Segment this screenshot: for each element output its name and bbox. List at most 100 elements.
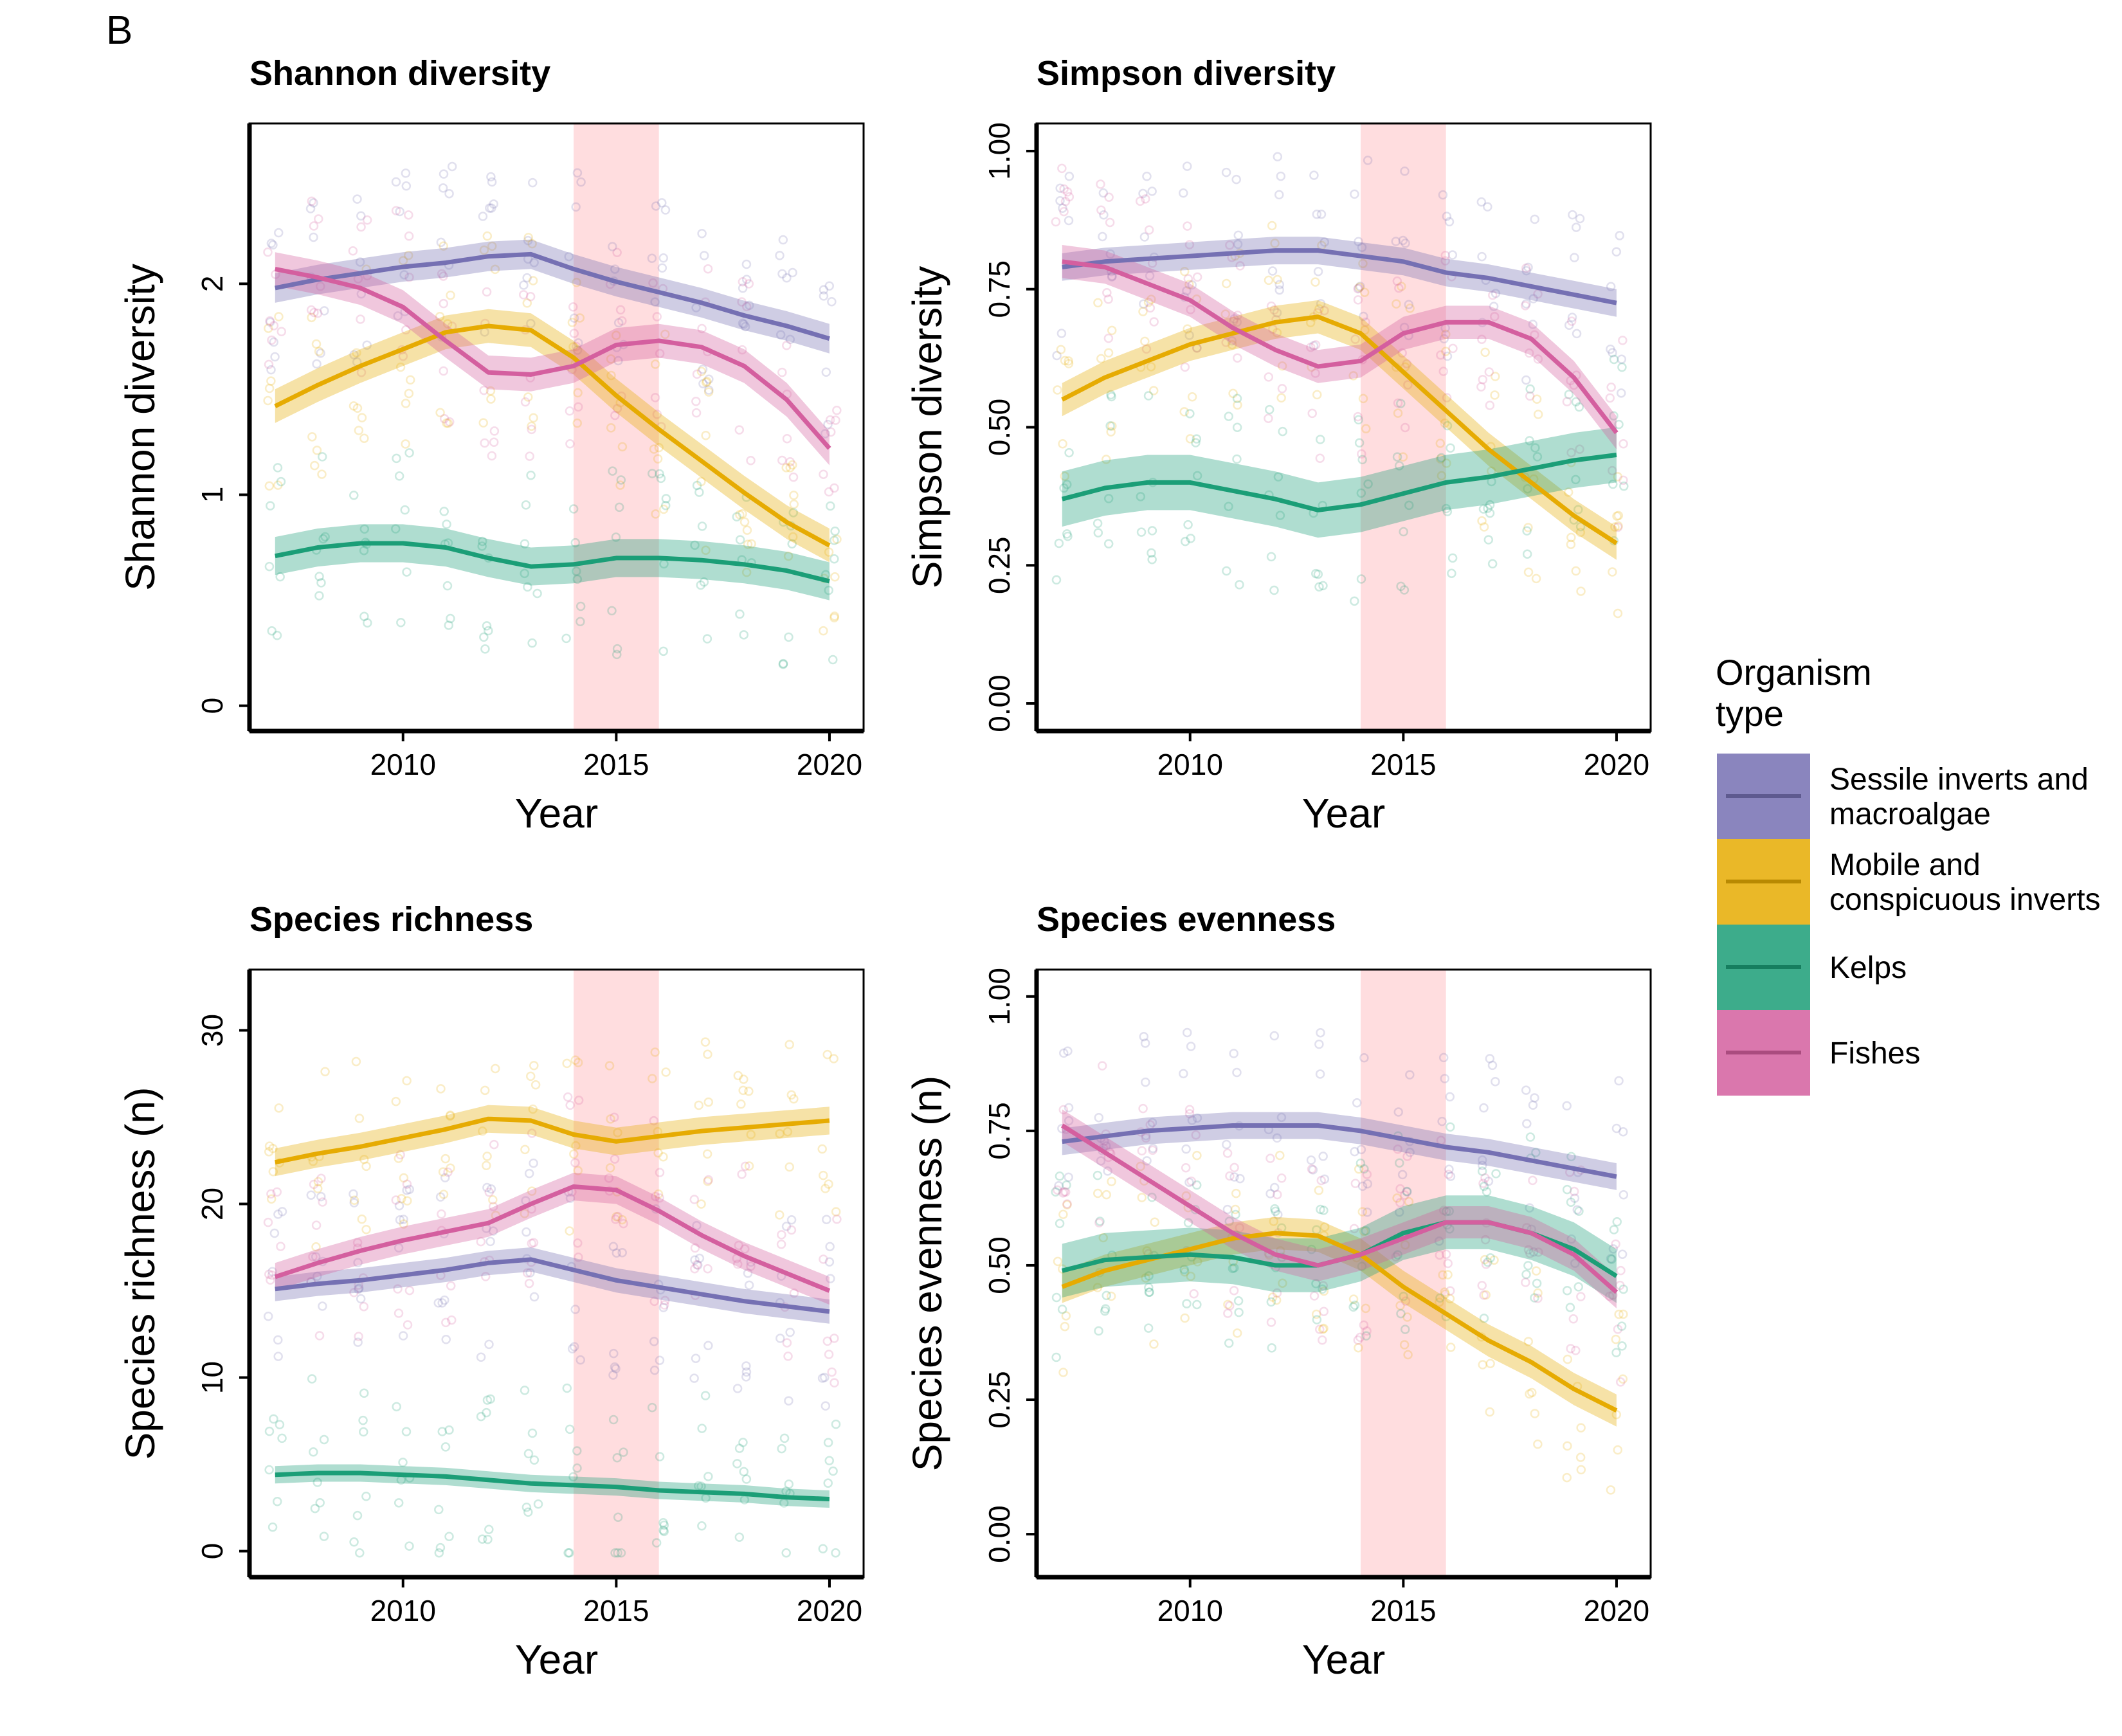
- raw-point: [401, 439, 410, 449]
- raw-point: [1477, 516, 1487, 526]
- raw-point: [827, 1367, 837, 1377]
- raw-point: [436, 237, 446, 248]
- raw-point: [404, 210, 413, 220]
- raw-point: [311, 339, 322, 349]
- raw-point: [786, 1090, 797, 1100]
- raw-point: [823, 1438, 833, 1447]
- raw-point: [1353, 1335, 1363, 1345]
- x-tick-label: 2015: [583, 1594, 649, 1627]
- raw-point: [1136, 492, 1146, 502]
- raw-point: [1142, 172, 1152, 181]
- raw-point: [433, 1298, 443, 1308]
- raw-point: [486, 394, 496, 404]
- raw-point: [1192, 434, 1202, 444]
- raw-point: [569, 1149, 579, 1159]
- raw-point: [1265, 1153, 1275, 1163]
- raw-point: [1356, 574, 1366, 584]
- raw-point: [689, 1373, 699, 1383]
- raw-point: [527, 638, 537, 648]
- raw-point: [480, 1272, 491, 1281]
- raw-point: [1314, 1186, 1324, 1195]
- raw-point: [435, 408, 445, 417]
- raw-point: [1144, 1271, 1154, 1281]
- raw-point: [263, 247, 273, 257]
- raw-point: [831, 1207, 841, 1216]
- raw-point: [1228, 388, 1238, 399]
- raw-point: [1532, 394, 1542, 404]
- raw-point: [1272, 1133, 1282, 1143]
- raw-point: [264, 1465, 274, 1475]
- raw-point: [319, 1532, 329, 1541]
- raw-point: [1396, 399, 1406, 408]
- raw-point: [521, 1502, 532, 1512]
- raw-point: [359, 611, 369, 621]
- raw-point: [573, 1238, 583, 1248]
- raw-point: [1618, 1127, 1628, 1137]
- raw-point: [1520, 301, 1530, 311]
- raw-point: [354, 1332, 363, 1341]
- raw-point: [1483, 1177, 1494, 1186]
- raw-point: [822, 1215, 831, 1224]
- raw-point: [1307, 408, 1317, 419]
- raw-point: [777, 269, 787, 279]
- raw-point: [1575, 521, 1586, 532]
- raw-point: [696, 366, 707, 377]
- raw-point: [1314, 304, 1324, 314]
- raw-point: [1231, 174, 1241, 185]
- raw-point: [1276, 1112, 1287, 1123]
- raw-point: [1523, 484, 1532, 494]
- raw-point: [738, 1085, 748, 1096]
- raw-point: [1476, 382, 1486, 392]
- raw-point: [1225, 240, 1235, 250]
- y-tick-label: 30: [195, 1014, 229, 1047]
- raw-point: [693, 1260, 703, 1270]
- raw-point: [1521, 375, 1531, 385]
- raw-point: [1272, 1288, 1282, 1298]
- raw-point: [1350, 1146, 1359, 1157]
- raw-point: [732, 1384, 743, 1393]
- raw-point: [572, 1446, 582, 1456]
- raw-point: [746, 1130, 756, 1139]
- raw-point: [573, 388, 583, 398]
- raw-point: [1184, 240, 1195, 249]
- raw-point: [830, 536, 839, 545]
- raw-point: [1617, 388, 1626, 398]
- trend-line-series-2: [274, 323, 831, 548]
- raw-point: [1617, 1341, 1627, 1351]
- raw-point: [444, 620, 454, 630]
- raw-point: [1437, 1116, 1447, 1126]
- raw-point: [1105, 249, 1116, 259]
- raw-point: [1093, 298, 1103, 308]
- raw-point: [394, 1498, 404, 1508]
- raw-point: [655, 348, 665, 359]
- raw-point: [1180, 1313, 1190, 1323]
- raw-point: [1564, 320, 1574, 330]
- raw-point: [743, 1269, 753, 1278]
- raw-point: [395, 1215, 405, 1225]
- raw-point: [1051, 1292, 1062, 1303]
- raw-point: [1404, 500, 1414, 511]
- raw-point: [1278, 1278, 1287, 1288]
- raw-point: [1319, 1307, 1329, 1317]
- raw-point: [1562, 1184, 1572, 1195]
- raw-point: [527, 1428, 538, 1438]
- raw-point: [614, 502, 624, 512]
- raw-point: [1103, 333, 1114, 343]
- raw-point: [613, 1548, 622, 1558]
- raw-point: [615, 305, 626, 315]
- raw-point: [1055, 1218, 1065, 1229]
- raw-point: [565, 1424, 575, 1434]
- raw-point: [399, 1215, 408, 1224]
- raw-point: [264, 1147, 274, 1157]
- raw-point: [1435, 439, 1446, 448]
- raw-point: [482, 1161, 491, 1171]
- raw-point: [478, 1126, 487, 1136]
- raw-point: [399, 1173, 409, 1183]
- raw-point: [1316, 1027, 1325, 1038]
- raw-point: [269, 1414, 278, 1424]
- raw-point: [619, 1218, 628, 1229]
- raw-point: [613, 1211, 623, 1222]
- raw-point: [828, 1466, 838, 1476]
- raw-point: [523, 1449, 534, 1459]
- raw-point: [788, 460, 797, 470]
